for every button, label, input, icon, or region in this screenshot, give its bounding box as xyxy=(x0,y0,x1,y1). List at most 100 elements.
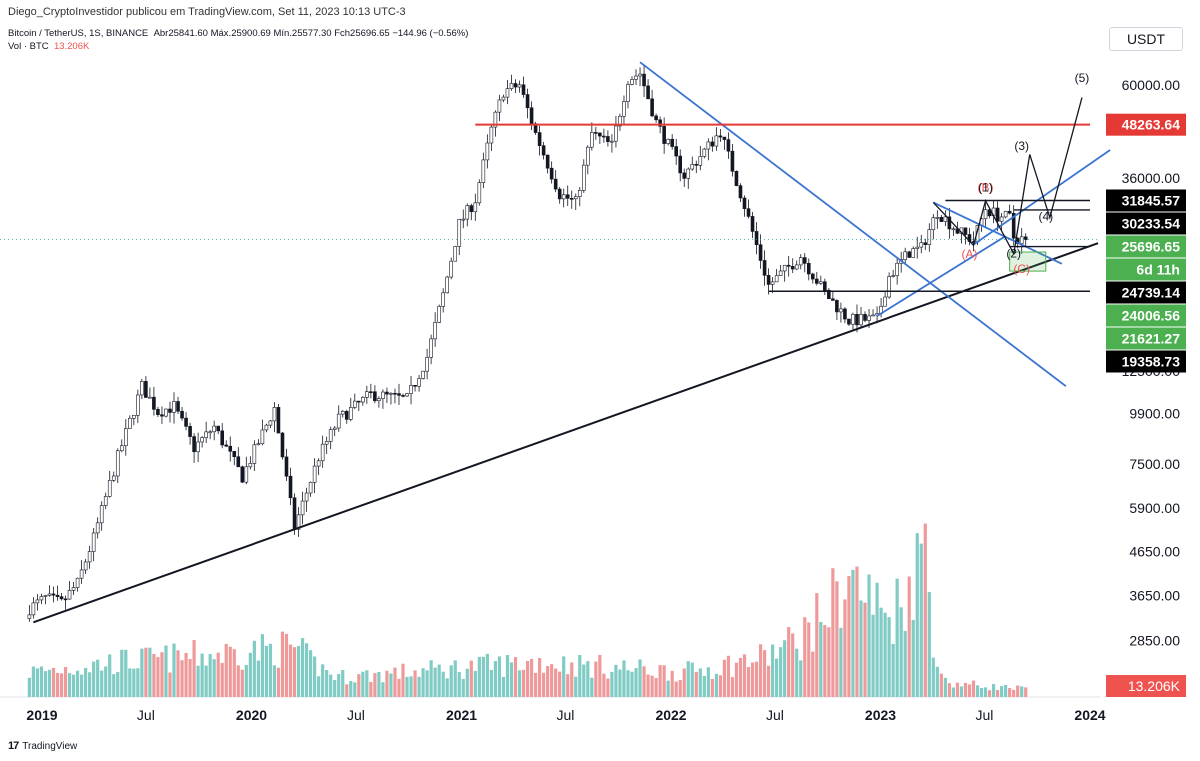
candle-body xyxy=(75,577,80,588)
volume-bar xyxy=(280,631,285,697)
ascending-channel-line[interactable] xyxy=(972,149,1111,246)
volume-bar xyxy=(144,647,148,697)
descending-channel-line[interactable] xyxy=(639,61,1067,387)
candle-body xyxy=(923,242,928,245)
volume-bar xyxy=(409,676,413,697)
volume-bar xyxy=(670,670,674,697)
long-trendline[interactable] xyxy=(33,242,1099,624)
volume-bar xyxy=(481,656,485,697)
volume-bar xyxy=(104,666,108,697)
tradingview-logo[interactable]: 17 TradingView xyxy=(8,740,77,752)
volume-bar xyxy=(754,661,759,697)
volume-bar xyxy=(240,669,244,697)
volume-bar xyxy=(160,652,164,697)
volume-bar xyxy=(682,668,686,697)
candle-body xyxy=(698,156,703,166)
descending-channel-line[interactable] xyxy=(932,201,1063,265)
volume-bar xyxy=(292,647,297,697)
candle-body xyxy=(778,270,783,276)
price-label-box[interactable] xyxy=(1106,350,1186,373)
volume-bar xyxy=(517,670,522,697)
volume-bar xyxy=(168,672,172,697)
price-label-box[interactable] xyxy=(1106,258,1186,281)
candle-body xyxy=(831,298,835,301)
price-label-box[interactable] xyxy=(1106,212,1186,235)
candle-body xyxy=(730,150,735,172)
candle-body xyxy=(409,385,413,394)
volume-bar xyxy=(329,674,333,697)
volume-bar xyxy=(1004,684,1008,697)
candle-body xyxy=(947,216,952,230)
candle-body xyxy=(224,444,229,447)
candle-body xyxy=(393,392,397,395)
candle-body xyxy=(324,441,329,445)
volume-bar xyxy=(779,647,783,697)
volume-bar xyxy=(943,677,947,697)
price-label-box[interactable] xyxy=(1106,235,1186,258)
candle-body xyxy=(232,450,237,458)
candle-body xyxy=(51,593,56,596)
volume-bar xyxy=(702,675,706,697)
candle-body xyxy=(1023,236,1028,240)
price-label-box[interactable] xyxy=(1106,327,1186,350)
candle-body xyxy=(35,599,40,604)
volume-bar xyxy=(80,674,84,697)
trend-lines xyxy=(0,61,1111,624)
volume-bar xyxy=(417,676,421,697)
candle-body xyxy=(489,126,494,144)
candle-body xyxy=(654,115,658,121)
abc-correction-path[interactable] xyxy=(932,198,1015,254)
candle-body xyxy=(1003,210,1008,218)
candle-body xyxy=(626,84,630,102)
volume-bar xyxy=(31,666,35,697)
currency-selector[interactable]: USDT xyxy=(1109,27,1183,51)
volume-bar xyxy=(67,673,72,697)
volume-bar xyxy=(43,671,48,697)
volume-bar xyxy=(638,659,642,697)
volume-bar xyxy=(405,676,409,697)
volume-bar xyxy=(666,680,670,697)
volume-bar xyxy=(799,660,803,697)
candle-body xyxy=(541,145,546,156)
candle-body xyxy=(863,314,867,321)
volume-bar xyxy=(654,677,658,697)
candle-body xyxy=(344,410,349,420)
candle-body xyxy=(835,300,839,313)
candle-body xyxy=(734,171,739,186)
volume-bar xyxy=(469,660,473,697)
price-label-box[interactable] xyxy=(1106,304,1186,327)
price-label-box[interactable] xyxy=(1106,281,1186,304)
volume-bar xyxy=(622,660,626,697)
volume-bar xyxy=(847,576,851,697)
symbol-ohlc-legend: Bitcoin / TetherUS, 1S, BINANCE Abr25841… xyxy=(8,28,468,39)
candle-body xyxy=(184,417,188,427)
volume-bar xyxy=(650,675,654,697)
volume-bar xyxy=(465,668,469,697)
candle-body xyxy=(115,450,120,477)
candle-body xyxy=(887,276,891,298)
candle-body xyxy=(939,217,944,222)
price-label-box[interactable] xyxy=(1106,189,1186,212)
target-zone[interactable] xyxy=(1009,251,1047,272)
volume-label[interactable]: Vol · BTC xyxy=(8,41,49,52)
volume-value-box[interactable] xyxy=(1106,675,1186,697)
volume-bar xyxy=(196,665,200,697)
time-tick-label: Jul xyxy=(556,707,574,723)
volume-bar xyxy=(477,656,481,697)
candle-body xyxy=(405,393,409,397)
volume-bar xyxy=(369,681,373,697)
candle-body xyxy=(377,398,381,402)
candle-body xyxy=(453,246,458,262)
candle-body xyxy=(196,441,200,453)
candle-body xyxy=(83,561,88,571)
volume-bar xyxy=(260,634,264,697)
ascending-channel-line[interactable] xyxy=(876,235,1007,317)
volume-bar xyxy=(923,523,927,697)
candle-body xyxy=(352,400,357,408)
price-label-box[interactable] xyxy=(1106,113,1186,136)
candle-body xyxy=(136,394,140,416)
symbol-name[interactable]: Bitcoin / TetherUS, 1S, BINANCE xyxy=(8,28,149,39)
candle-body xyxy=(827,289,831,300)
elliott-projection-path[interactable] xyxy=(1013,97,1083,255)
